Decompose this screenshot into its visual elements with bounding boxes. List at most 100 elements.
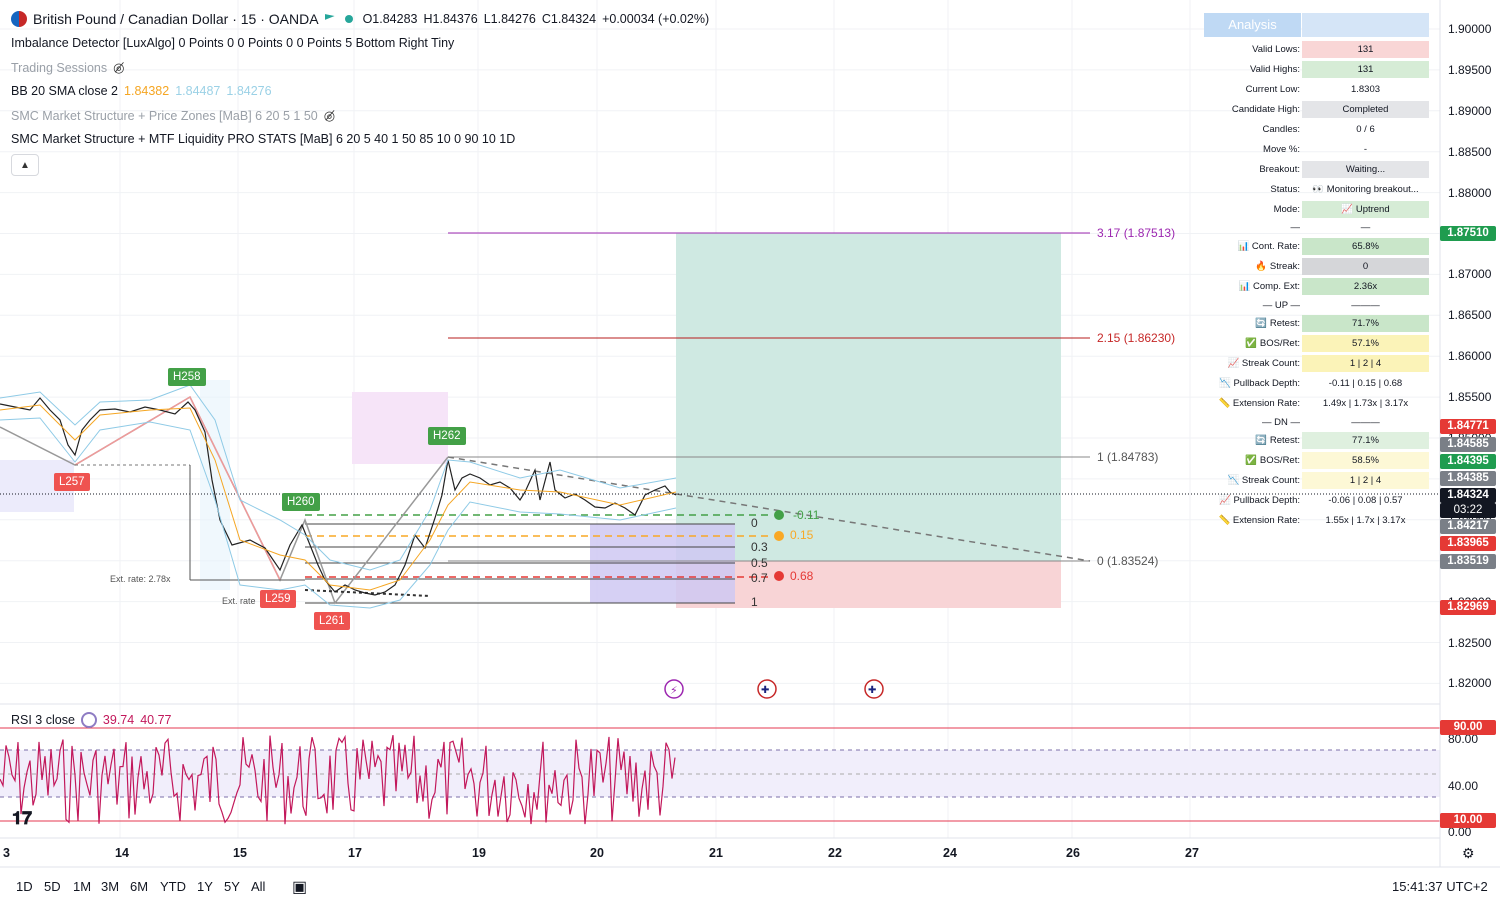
- price-axis-label: 1.82000: [1448, 676, 1492, 691]
- analysis-row-label: Mode:: [1273, 204, 1300, 215]
- ohlc-close: C1.84324: [541, 12, 597, 26]
- analysis-row-label: 📉 Streak Count:: [1227, 475, 1300, 486]
- analysis-row-value: -: [1363, 144, 1368, 155]
- analysis-row: — DN — ———: [1204, 414, 1430, 432]
- price-axis-label: 1.82500: [1448, 635, 1492, 650]
- ohlc-open: O1.84283: [362, 12, 418, 26]
- calendar-icon[interactable]: ▣: [292, 879, 308, 896]
- time-axis-label: 21: [709, 846, 723, 860]
- level-215-label: 2.15 (1.86230): [1097, 331, 1176, 345]
- time-axis-label: 27: [1185, 846, 1199, 860]
- analysis-row-value: ———: [1351, 417, 1380, 428]
- analysis-row-label: 🔥 Streak:: [1255, 261, 1300, 272]
- bar-countdown: 03:22: [1440, 503, 1496, 518]
- price-axis-label: 1.86500: [1448, 308, 1492, 323]
- analysis-row-label: ✅ BOS/Ret:: [1245, 455, 1300, 466]
- stop-zone: [676, 561, 1061, 608]
- analysis-row: Move %: -: [1204, 141, 1430, 159]
- analysis-row-label: 📉 Pullback Depth:: [1218, 378, 1300, 389]
- price-tag: 1.84217: [1440, 519, 1496, 534]
- analysis-row: 📉 Pullback Depth: -0.11 | 0.15 | 0.68: [1204, 375, 1430, 393]
- range-button-1y[interactable]: 1Y: [197, 879, 213, 894]
- analysis-row-label: Valid Lows:: [1252, 44, 1300, 55]
- clock-display[interactable]: 15:41:37 UTC+2: [1392, 879, 1488, 894]
- tradingview-logo-icon[interactable]: 𝟏𝟕: [12, 808, 33, 828]
- analysis-row-label: 📈 Pullback Depth:: [1218, 495, 1300, 506]
- pivot-l261[interactable]: L261: [314, 612, 350, 630]
- analysis-row: Candles: 0 / 6: [1204, 121, 1430, 139]
- range-button-all[interactable]: All: [251, 879, 266, 894]
- analysis-row: 📊 Comp. Ext: 2.36x: [1204, 278, 1430, 296]
- bb-value-basis: 1.84382: [124, 84, 170, 98]
- analysis-row-value: 1 | 2 | 4: [1302, 472, 1429, 489]
- ohlc-low: L1.84276: [483, 12, 536, 26]
- rsi-value-2: 40.77: [140, 713, 172, 727]
- analysis-row: 📉 Streak Count: 1 | 2 | 4: [1204, 472, 1430, 490]
- chevron-up-icon: ▲: [20, 159, 30, 171]
- event-uk-flag-icon[interactable]: [757, 679, 777, 699]
- price-axis-label: 1.89500: [1448, 62, 1492, 77]
- analysis-row-label: — UP —: [1262, 300, 1300, 311]
- analysis-row: Status: 👀 Monitoring breakout...: [1204, 181, 1430, 199]
- event-lightning-icon[interactable]: [664, 679, 684, 699]
- analysis-row-value: 65.8%: [1302, 238, 1429, 255]
- price-tag: 1.83519: [1440, 554, 1496, 569]
- indicator-imbalance-label: Imbalance Detector [LuxAlgo] 0 Points 0 …: [11, 36, 455, 50]
- pivot-h262[interactable]: H262: [428, 427, 466, 445]
- eye-hidden-icon[interactable]: ◎̸: [113, 60, 125, 75]
- range-button-3m[interactable]: 3M: [101, 879, 120, 894]
- level-0-label: 0 (1.83524): [1097, 554, 1159, 568]
- pivot-l257[interactable]: L257: [54, 473, 90, 491]
- svg-text:✚: ✚: [761, 685, 769, 696]
- indicator-smc-mtf[interactable]: SMC Market Structure + MTF Liquidity PRO…: [11, 132, 515, 146]
- pivot-h260[interactable]: H260: [282, 493, 320, 511]
- range-button-ytd[interactable]: YTD: [160, 879, 186, 894]
- analysis-row-label: Breakout:: [1259, 164, 1300, 175]
- analysis-row: 📏 Extension Rate: 1.49x | 1.73x | 3.17x: [1204, 395, 1430, 413]
- event-uk-flag-icon[interactable]: [864, 679, 884, 699]
- symbol-title[interactable]: British Pound / Canadian Dollar · 15 · O…: [33, 11, 319, 27]
- range-button-5d[interactable]: 5D: [44, 879, 61, 894]
- indicator-sessions[interactable]: Trading Sessions ◎̸: [11, 60, 124, 76]
- collapse-legend-button[interactable]: ▲: [11, 154, 39, 176]
- rsi-legend[interactable]: RSI 3 close 39.74 40.77: [11, 712, 171, 728]
- analysis-row-value: ———: [1351, 300, 1380, 311]
- analysis-row: 🔥 Streak: 0: [1204, 258, 1430, 276]
- analysis-row-value: 1 | 2 | 4: [1302, 355, 1429, 372]
- settings-gear-icon[interactable]: ⚙: [1462, 845, 1475, 861]
- indicator-imbalance[interactable]: Imbalance Detector [LuxAlgo] 0 Points 0 …: [11, 36, 454, 50]
- analysis-row: Valid Highs: 131: [1204, 61, 1430, 79]
- rsi-value-1: 39.74: [102, 713, 135, 727]
- indicator-smc-zones[interactable]: SMC Market Structure + Price Zones [MaB]…: [11, 108, 335, 124]
- pivot-l259[interactable]: L259: [260, 590, 296, 608]
- indicator-bb[interactable]: BB 20 SMA close 2 1.84382 1.84487 1.8427…: [11, 84, 272, 98]
- analysis-row-label: 📏 Extension Rate:: [1218, 398, 1300, 409]
- analysis-row-value: Completed: [1302, 101, 1429, 118]
- eye-hidden-icon[interactable]: ◎̸: [323, 108, 336, 123]
- analysis-row: Breakout: Waiting...: [1204, 161, 1430, 179]
- fib-0-label: 0: [751, 516, 758, 530]
- range-button-1d[interactable]: 1D: [16, 879, 33, 894]
- rsi-label: RSI 3 close: [11, 713, 75, 727]
- range-button-6m[interactable]: 6M: [130, 879, 149, 894]
- analysis-row-label: 📊 Cont. Rate:: [1237, 241, 1300, 252]
- analysis-row-label: — DN —: [1262, 417, 1300, 428]
- analysis-row-label: 📈 Streak Count:: [1227, 358, 1300, 369]
- pivot-h258[interactable]: H258: [168, 368, 206, 386]
- svg-text:⚡: ⚡: [670, 684, 678, 697]
- indicator-sessions-label: Trading Sessions: [11, 61, 108, 75]
- ohlc-high: H1.84376: [423, 12, 478, 26]
- analysis-title: Analysis: [1204, 13, 1301, 37]
- range-button-5y[interactable]: 5Y: [224, 879, 240, 894]
- price-tag-stop: 1.82969: [1440, 600, 1496, 615]
- flag-icon[interactable]: [324, 14, 335, 20]
- analysis-title-cell: [1302, 13, 1429, 37]
- analysis-row-value: 131: [1302, 41, 1429, 58]
- time-axis-label: 19: [472, 846, 486, 860]
- analysis-row-value: 0: [1302, 258, 1429, 275]
- analysis-row-value: 131: [1302, 61, 1429, 78]
- range-button-1m[interactable]: 1M: [73, 879, 92, 894]
- refresh-icon[interactable]: [80, 712, 97, 728]
- analysis-row: 📊 Cont. Rate: 65.8%: [1204, 238, 1430, 256]
